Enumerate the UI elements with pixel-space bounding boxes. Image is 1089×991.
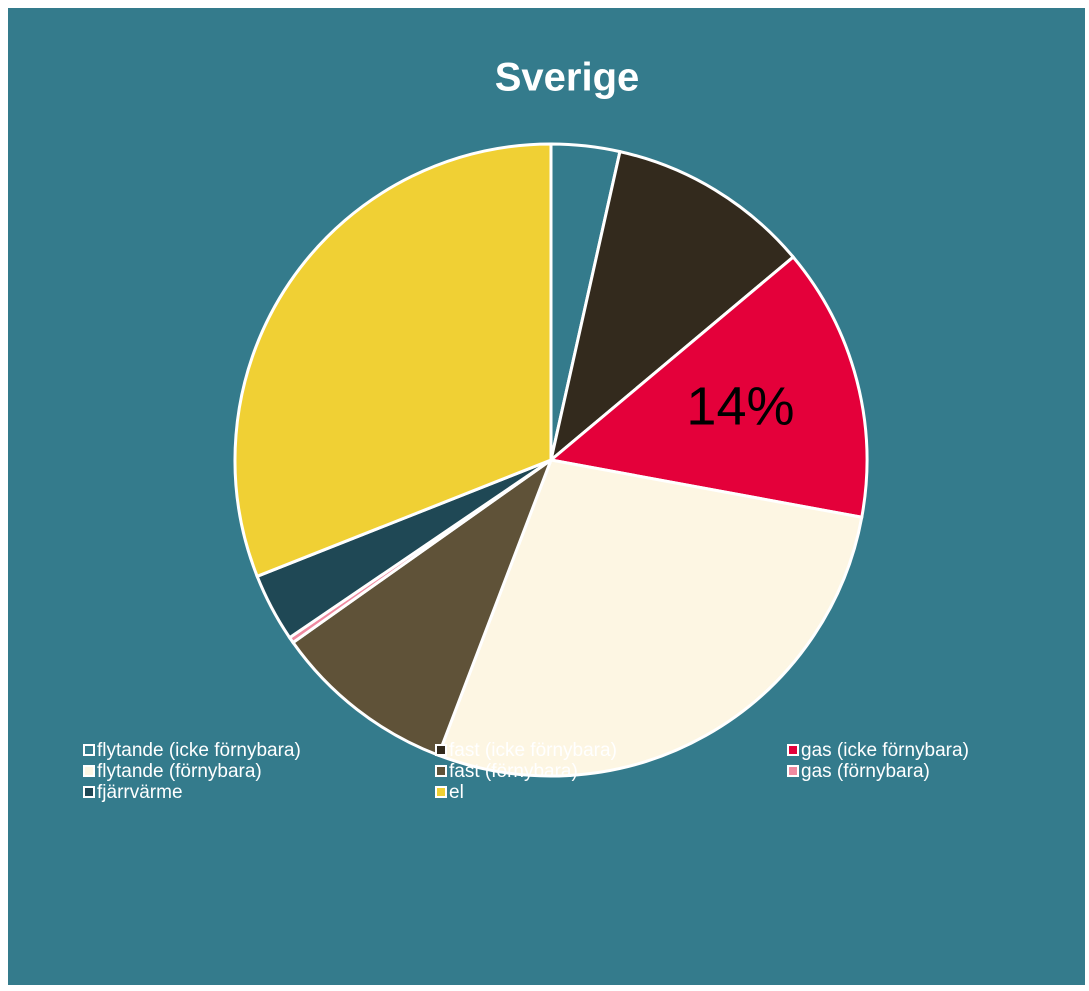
legend-label: gas (icke förnybara) — [801, 740, 969, 761]
legend-label: el — [449, 782, 464, 803]
pie-slice — [547, 254, 869, 520]
legend-marker — [83, 765, 95, 777]
legend-label: flytande (förnybara) — [97, 761, 262, 782]
legend-marker — [435, 744, 447, 756]
legend-marker — [787, 765, 799, 777]
legend-label: fast (icke förnybara) — [449, 740, 617, 761]
pie-slice — [290, 455, 555, 758]
legend-marker — [83, 744, 95, 756]
legend-marker — [787, 744, 799, 756]
pie-slice — [233, 142, 553, 579]
pie-slice — [436, 458, 864, 778]
legend-label: flytande (icke förnybara) — [97, 740, 301, 761]
legend-label: gas (förnybara) — [801, 761, 930, 782]
legend-marker — [435, 765, 447, 777]
chart-title: Sverige — [495, 56, 640, 100]
legend-marker — [83, 786, 95, 798]
pie-slice — [548, 149, 796, 464]
legend-label: fjärrvärme — [97, 782, 183, 803]
legend-label: fast (förnybara) — [449, 761, 578, 782]
legend-marker — [435, 786, 447, 798]
data-label: 14% — [686, 376, 794, 436]
